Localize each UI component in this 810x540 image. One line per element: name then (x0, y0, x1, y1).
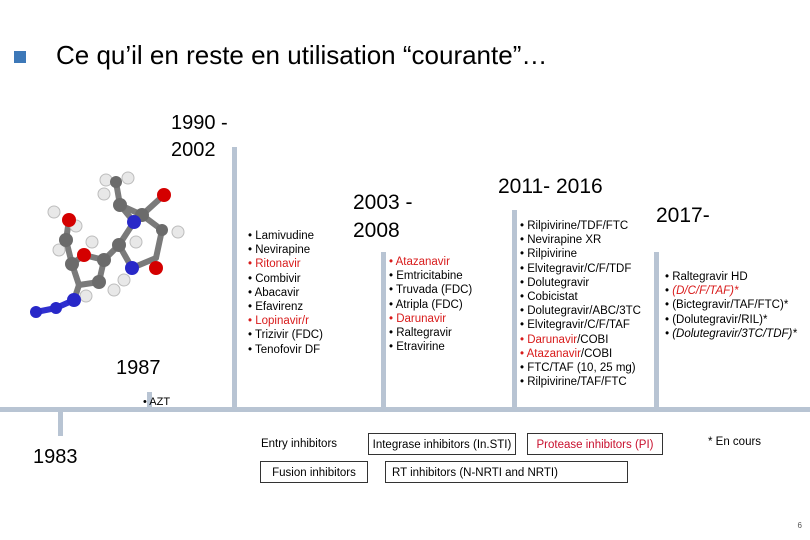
title-bullet-icon (14, 51, 26, 63)
drug-item: • Truvada (FDC) (389, 284, 473, 297)
era-label-1983: 1983 (33, 446, 78, 468)
drug-item: • Tenofovir DF (248, 343, 321, 356)
drug-item: • FTC/TAF (10, 25 mg) (520, 361, 641, 375)
drug-item-text: • (Dolutegravir/RIL)* (665, 313, 768, 326)
page-number: 6 (797, 521, 802, 530)
drug-item-text: • (665, 285, 673, 298)
drug-item: • Nevirapine XR (520, 233, 641, 247)
drug-item: • Lopinavir/r (248, 315, 309, 328)
drug-item-text: /COBI (580, 347, 613, 360)
drug-item: • (Dolutegravir/RIL)* (665, 313, 797, 327)
drug-item-text: • Nevirapine XR (520, 234, 602, 247)
legend-protease-inhibitors: Protease inhibitors (PI) (527, 433, 663, 455)
legend-rt-inhibitors: RT inhibitors (N-NRTI and NRTI) (385, 461, 628, 483)
drug-item-text: • Rilpivirine/TDF/FTC (520, 220, 629, 232)
timeline-bar (0, 407, 810, 412)
drug-item: • Elvitegravir/C/F/TAF (520, 318, 641, 332)
drug-item: • Efavirenz (248, 301, 304, 314)
drug-item-text: • Elvitegravir (520, 262, 585, 275)
era-2003-drug-list: • Atazanavir • Emtricitabine • Truvada (FD… (389, 255, 472, 354)
era-2011-drug-list: • Rilpivirine/TDF/FTC • Nevirapine XR • Ri… (520, 219, 641, 389)
drug-item: • Atripla (FDC) (389, 298, 463, 311)
legend-integrase-inhibitors: Integrase inhibitors (In.STI) (368, 433, 516, 455)
legend-entry-inhibitors: Entry inhibitors (240, 433, 358, 455)
drug-item-text: • (Dolutegravir/3TC/TDF)* (665, 327, 797, 340)
drug-item: • Atazanavir (389, 256, 450, 268)
azt-molecule-image (30, 171, 185, 318)
drug-item-text: • Elvitegravir/C/F/TAF (520, 319, 630, 332)
drug-item-text: • Darunavir (520, 333, 578, 346)
drug-item-text: • Rilpivirine/TAF/FTC (520, 376, 627, 389)
tick-1983 (58, 412, 63, 436)
drug-item: • (Dolutegravir/3TC/TDF)* (665, 327, 797, 341)
drug-item: • Rilpivirine (520, 247, 641, 261)
drug-item-text: • Raltegravir HD (665, 271, 748, 283)
legend-fusion-inhibitors: Fusion inhibitors (260, 461, 368, 483)
tick-2003 (381, 252, 386, 407)
drug-item: • Trizivir (FDC) (248, 329, 323, 342)
slide-title: Ce qu’il en reste en utilisation “couran… (56, 40, 548, 70)
tick-2017 (654, 252, 659, 407)
era-1987-drug: • AZT (143, 396, 171, 408)
drug-item: • Atazanavir/COBI (520, 347, 641, 361)
drug-item: • Dolutegravir/ABC/3TC (520, 304, 641, 318)
drug-item-text: • Cobicistat (520, 291, 578, 304)
tick-1987 (147, 392, 152, 407)
drug-item: • Dolutegravir (520, 276, 641, 290)
drug-item: • Rilpivirine/TDF/FTC (520, 219, 641, 233)
drug-item: • Darunavir (389, 312, 447, 325)
drug-item-text: (D/C/F/TAF)* (672, 285, 739, 298)
footnote: * En cours (708, 436, 762, 448)
drug-item-text: • Dolutegravir/ABC/3TC (520, 305, 641, 318)
drug-item: • Cobicistat (520, 290, 641, 304)
drug-item: • Etravirine (389, 341, 445, 354)
era-label-2017: 2017- (656, 204, 710, 227)
era-label-1987: 1987 (116, 357, 161, 379)
drug-item-text: /COBI (577, 333, 609, 346)
drug-item: • Abacavir (248, 286, 300, 299)
drug-item: • Raltegravir (389, 327, 452, 340)
era-label-1990-line2: 2002 (171, 139, 216, 161)
drug-item: • Nevirapine (248, 244, 311, 257)
drug-item: • Lamivudine (248, 230, 315, 242)
drug-item: • (Bictegravir/TAF/FTC)* (665, 298, 797, 312)
era-label-2011: 2011- 2016 (498, 175, 603, 198)
drug-item-text: • FTC/TAF (10, 25 mg) (520, 362, 636, 375)
drug-item-text: • Atazanavir (520, 347, 581, 360)
drug-item-text: • Dolutegravir (520, 276, 590, 289)
drug-item: • Combivir (248, 272, 301, 285)
era-2017-drug-list: • Raltegravir HD • (D/C/F/TAF)* • (Bictegr… (665, 270, 797, 341)
drug-item: • Emtricitabine (389, 270, 463, 283)
drug-item-text: • (Bictegravir/TAF/FTC)* (665, 299, 789, 312)
tick-1990 (232, 147, 237, 407)
drug-item: • Rilpivirine/TAF/FTC (520, 375, 641, 389)
era-1990-drug-list: • Lamivudine • Nevirapine • Ritonavir • Com… (248, 229, 323, 357)
era-label-2003-line2: 2008 (353, 219, 400, 242)
drug-item: • Elvitegravir/C/F/TDF (520, 262, 641, 276)
drug-item: • Darunavir/COBI (520, 333, 641, 347)
drug-item-text: • Rilpivirine (520, 248, 578, 261)
era-label-2003-line1: 2003 - (353, 191, 413, 214)
drug-item: • (D/C/F/TAF)* (665, 284, 797, 298)
tick-2011 (512, 210, 517, 407)
era-label-1990-line1: 1990 - (171, 112, 228, 134)
drug-item-text: /C/F/TDF (584, 262, 632, 275)
drug-item: • Ritonavir (248, 258, 301, 271)
drug-item: • Raltegravir HD (665, 270, 797, 284)
